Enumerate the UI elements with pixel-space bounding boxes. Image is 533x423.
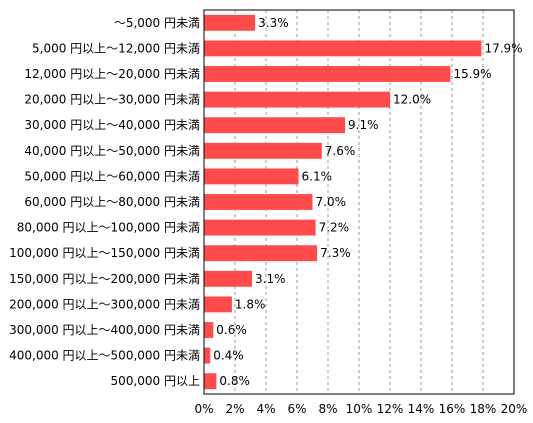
data-label: 7.3% <box>320 246 351 260</box>
data-label: 1.8% <box>235 297 266 311</box>
x-tick-label: 16% <box>439 402 466 416</box>
data-label: 0.4% <box>213 349 244 363</box>
bar <box>204 322 214 338</box>
x-tick-label: 20% <box>501 402 528 416</box>
bar <box>204 194 313 210</box>
data-label: 9.1% <box>348 118 379 132</box>
bar <box>204 347 211 364</box>
data-label: 15.9% <box>453 67 491 81</box>
category-label: 50,000 円以上～60,000 円未満 <box>24 169 200 183</box>
category-label: 60,000 円以上～80,000 円未満 <box>24 195 200 209</box>
bar <box>204 40 482 57</box>
x-tick-label: 10% <box>346 402 373 416</box>
category-label: 300,000 円以上～400,000 円未満 <box>9 323 200 337</box>
category-label: 12,000 円以上～20,000 円未満 <box>24 67 200 81</box>
category-label: 40,000 円以上～50,000 円未満 <box>24 144 200 158</box>
bar <box>204 142 322 159</box>
bar <box>204 219 316 236</box>
data-label: 7.0% <box>316 195 347 209</box>
x-tick-label: 12% <box>377 402 404 416</box>
bar <box>204 168 299 185</box>
category-label: 500,000 円以上 <box>111 374 200 388</box>
category-label: 150,000 円以上～200,000 円未満 <box>9 272 200 286</box>
bar <box>204 14 256 31</box>
bar <box>204 270 253 287</box>
labels: ～5,000 円未満 3.3% 5,000 円以上～12,000 円未満 17.9% 1… <box>9 16 527 416</box>
data-label: 3.1% <box>255 272 285 286</box>
category-label: 20,000 円以上～30,000 円未満 <box>24 93 200 107</box>
category-label: 200,000 円以上～300,000 円未満 <box>9 297 200 311</box>
data-label: 7.6% <box>325 144 356 158</box>
bar <box>204 245 318 262</box>
bar <box>204 66 451 82</box>
axes <box>203 9 515 395</box>
category-label: ～5,000 円未満 <box>114 16 200 30</box>
bar <box>204 296 232 313</box>
data-label: 0.8% <box>219 374 250 388</box>
x-tick-label: 6% <box>287 402 306 416</box>
x-tick-label: 2% <box>225 402 244 416</box>
x-tick-label: 18% <box>470 402 497 416</box>
category-label: 80,000 円以上～100,000 円未満 <box>17 221 200 235</box>
bar <box>204 117 346 134</box>
x-tick-label: 0% <box>194 402 213 416</box>
bar <box>204 91 390 108</box>
x-tick-label: 4% <box>256 402 275 416</box>
category-label: 30,000 円以上～40,000 円未満 <box>24 118 200 132</box>
category-label: 5,000 円以上～12,000 円未満 <box>32 41 200 55</box>
data-label: 3.3% <box>258 16 289 30</box>
category-label: 100,000 円以上～150,000 円未満 <box>9 246 200 260</box>
x-tick-label: 14% <box>408 402 435 416</box>
x-tick-label: 8% <box>318 402 337 416</box>
plot-area-border <box>203 9 515 395</box>
data-label: 17.9% <box>484 41 522 55</box>
category-label: 400,000 円以上～500,000 円未満 <box>9 349 200 363</box>
data-label: 12.0% <box>393 93 431 107</box>
bars <box>204 14 482 390</box>
data-label: 6.1% <box>302 169 333 183</box>
data-label: 7.2% <box>319 221 350 235</box>
bar <box>204 373 217 390</box>
data-label: 0.6% <box>216 323 247 337</box>
